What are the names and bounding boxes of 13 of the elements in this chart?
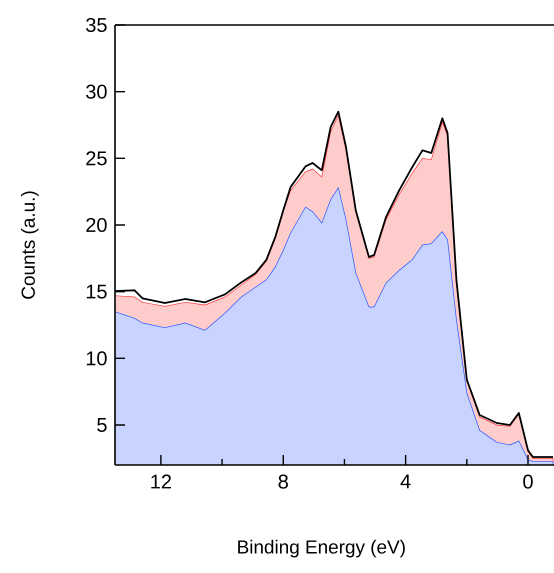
x-tick-label: 0 xyxy=(523,474,533,489)
y-tick-label: 15 xyxy=(86,284,107,299)
x-tick-label: 8 xyxy=(278,474,288,489)
y-tick-label: 20 xyxy=(86,218,107,232)
x-axis-title: Binding Energy (eV) xyxy=(238,540,405,558)
y-tick-label: 5 xyxy=(97,418,107,432)
y-axis-title: Counts (a.u.) xyxy=(21,191,39,299)
y-tick-label: 25 xyxy=(86,151,107,166)
x-tick-label: 4 xyxy=(400,474,411,488)
y-tick-label: 30 xyxy=(86,84,107,99)
y-tick-label: 35 xyxy=(86,18,107,32)
x-tick-label: 12 xyxy=(151,474,171,488)
y-tick-label: 10 xyxy=(86,351,107,366)
